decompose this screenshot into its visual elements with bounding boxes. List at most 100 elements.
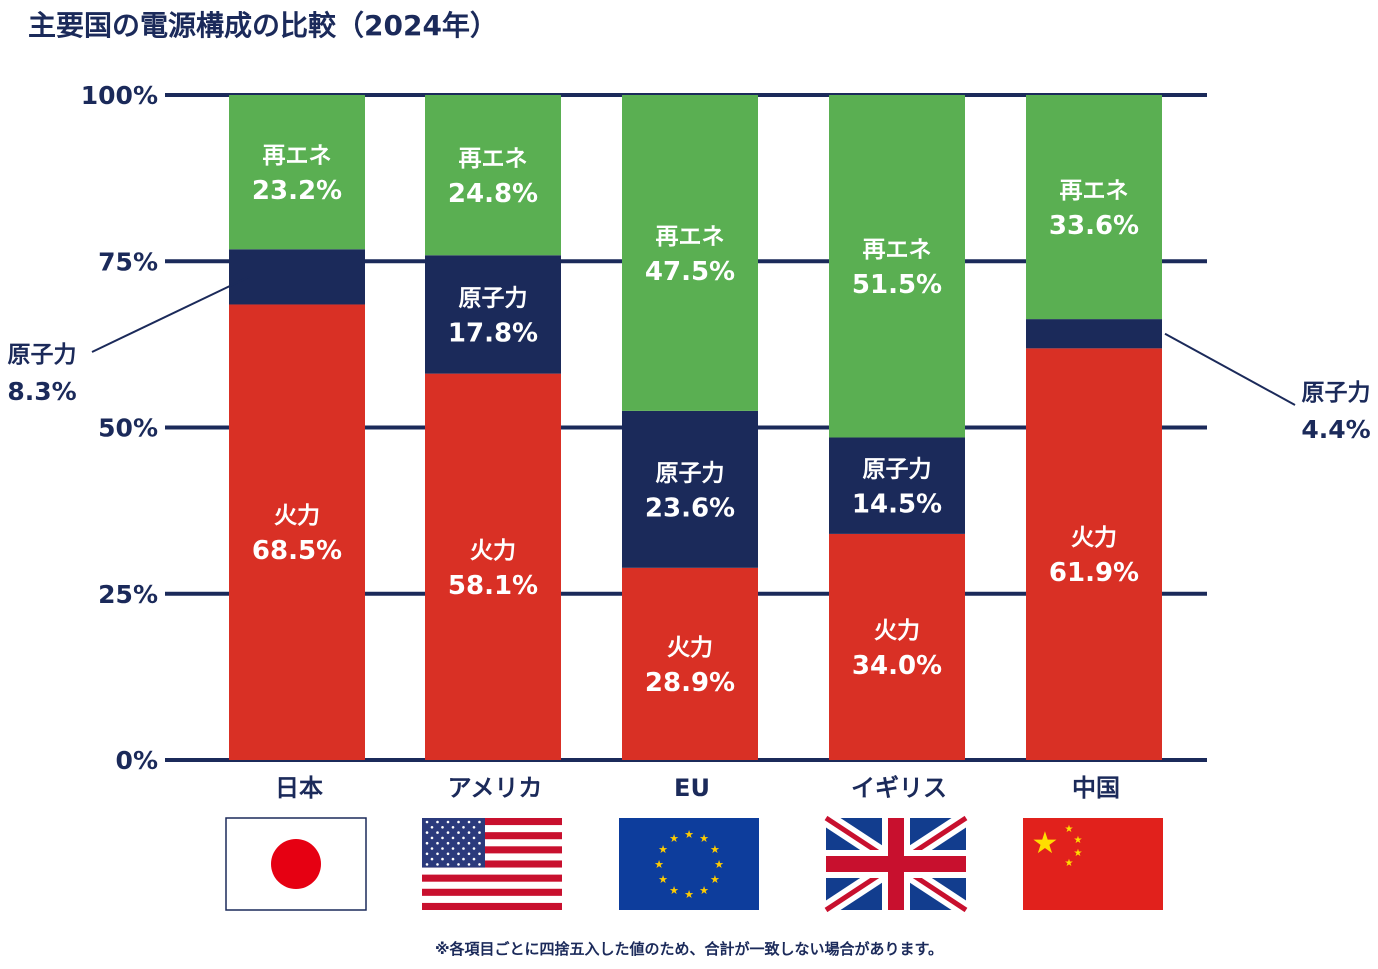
eu-flag: ★ ★★★★★★★★★★★ bbox=[619, 818, 759, 910]
flag-part: ★ bbox=[1065, 858, 1074, 869]
flag-part bbox=[422, 860, 562, 868]
segment-value-label: 28.9% bbox=[645, 668, 735, 698]
segment-value-label: 23.6% bbox=[645, 493, 735, 523]
flag-part bbox=[457, 831, 460, 834]
bar-segment bbox=[622, 567, 758, 760]
flag-part bbox=[472, 847, 476, 850]
flag-part bbox=[451, 857, 455, 861]
bar-segment bbox=[622, 95, 758, 411]
flag-part bbox=[422, 902, 562, 910]
segment-name-label: 原子力 bbox=[459, 285, 528, 311]
flag-part bbox=[271, 839, 321, 889]
bar-segment bbox=[829, 95, 965, 438]
flag-part bbox=[457, 863, 460, 866]
flag-part: ★ bbox=[710, 843, 720, 856]
flag-part bbox=[436, 820, 439, 824]
flag-part bbox=[451, 836, 455, 840]
y-tick-label: 25% bbox=[98, 580, 158, 609]
y-tick-label: 50% bbox=[98, 414, 158, 443]
bar-segment bbox=[425, 95, 561, 256]
flag-part bbox=[467, 841, 471, 845]
flag-part bbox=[457, 852, 460, 856]
japan-flag bbox=[225, 817, 367, 911]
flag-part bbox=[472, 857, 476, 861]
flag-part bbox=[425, 841, 429, 845]
flag-part: ★ bbox=[1074, 848, 1083, 859]
flag-part bbox=[446, 863, 450, 866]
bar-segment bbox=[425, 255, 561, 374]
segment-name-label: 再エネ bbox=[656, 224, 725, 250]
segment-name-label: 火力 bbox=[667, 635, 713, 661]
flag-part bbox=[457, 841, 460, 845]
flag-part bbox=[451, 847, 455, 850]
flag-part bbox=[441, 847, 444, 850]
flag-part: ★ bbox=[684, 828, 694, 841]
flag-part: ★ bbox=[710, 873, 720, 886]
bar-segment bbox=[229, 249, 365, 305]
flag-part: ★ bbox=[699, 832, 709, 845]
flag-part bbox=[441, 857, 444, 861]
flag-part bbox=[441, 826, 444, 829]
flag-part bbox=[457, 820, 460, 824]
flag-part bbox=[446, 841, 450, 845]
flag-part bbox=[446, 831, 450, 834]
uk-flag bbox=[821, 811, 971, 917]
flag-part bbox=[425, 852, 429, 856]
flag-part: ★ bbox=[669, 884, 679, 897]
segment-value-label: 51.5% bbox=[852, 270, 942, 300]
bar-segment bbox=[229, 304, 365, 760]
segment-value-label: 24.8% bbox=[448, 179, 538, 209]
bar-segment bbox=[1026, 348, 1162, 760]
flag-part bbox=[430, 826, 434, 829]
segment-value-label: 68.5% bbox=[252, 536, 342, 566]
segment-name-label: 火力 bbox=[274, 503, 320, 529]
segment-value-label: 17.8% bbox=[448, 318, 538, 348]
flag-part bbox=[478, 820, 481, 824]
flag-part bbox=[422, 846, 562, 854]
bar-segment bbox=[1026, 95, 1162, 320]
segment-value-label: 23.2% bbox=[252, 176, 342, 206]
flag-part bbox=[478, 863, 481, 866]
x-category-label: イギリス bbox=[851, 774, 947, 802]
flag-part bbox=[478, 841, 481, 845]
usa-flag bbox=[422, 818, 562, 910]
segment-name-label: 再エネ bbox=[263, 143, 332, 169]
segment-value-label: 61.9% bbox=[1049, 558, 1139, 588]
flag-part: ★ bbox=[1065, 824, 1074, 835]
flag-part bbox=[472, 836, 476, 840]
y-tick-label: 0% bbox=[116, 746, 158, 775]
flag-part bbox=[441, 836, 444, 840]
flag-part bbox=[422, 818, 562, 826]
bar-segment bbox=[829, 533, 965, 760]
flag-part bbox=[826, 856, 966, 872]
segment-name-label: 原子力 bbox=[656, 460, 725, 486]
x-category-label: EU bbox=[674, 774, 710, 802]
flag-part bbox=[462, 847, 465, 850]
flag-part: ★ bbox=[658, 843, 668, 856]
bar-segment bbox=[229, 95, 365, 250]
segment-name-label: 原子力 bbox=[863, 457, 932, 483]
flag-part bbox=[430, 857, 434, 861]
callout-value-label: 8.3% bbox=[7, 377, 76, 406]
segment-name-label: 再エネ bbox=[1060, 178, 1129, 204]
flag-part bbox=[462, 826, 465, 829]
x-category-label: アメリカ bbox=[448, 774, 543, 802]
bar-segment bbox=[425, 373, 561, 760]
y-tick-label: 100% bbox=[81, 81, 158, 110]
flag-part: ★ bbox=[714, 858, 724, 871]
flag-part bbox=[478, 852, 481, 856]
flag-part bbox=[436, 852, 439, 856]
flag-part bbox=[467, 820, 471, 824]
flag-part: ★ bbox=[684, 888, 694, 901]
flag-part bbox=[430, 847, 434, 850]
flag-part bbox=[478, 831, 481, 834]
flag-part bbox=[467, 831, 471, 834]
segment-value-label: 58.1% bbox=[448, 571, 538, 601]
bar-segment bbox=[622, 410, 758, 568]
bar-segment bbox=[1026, 319, 1162, 349]
flag-part bbox=[425, 863, 429, 866]
callout-name-label: 原子力 bbox=[1302, 380, 1371, 406]
footnote: ※各項目ごとに四捨五入した値のため、合計が一致しない場合があります。 bbox=[434, 940, 944, 958]
flag-part: ★ bbox=[654, 858, 664, 871]
